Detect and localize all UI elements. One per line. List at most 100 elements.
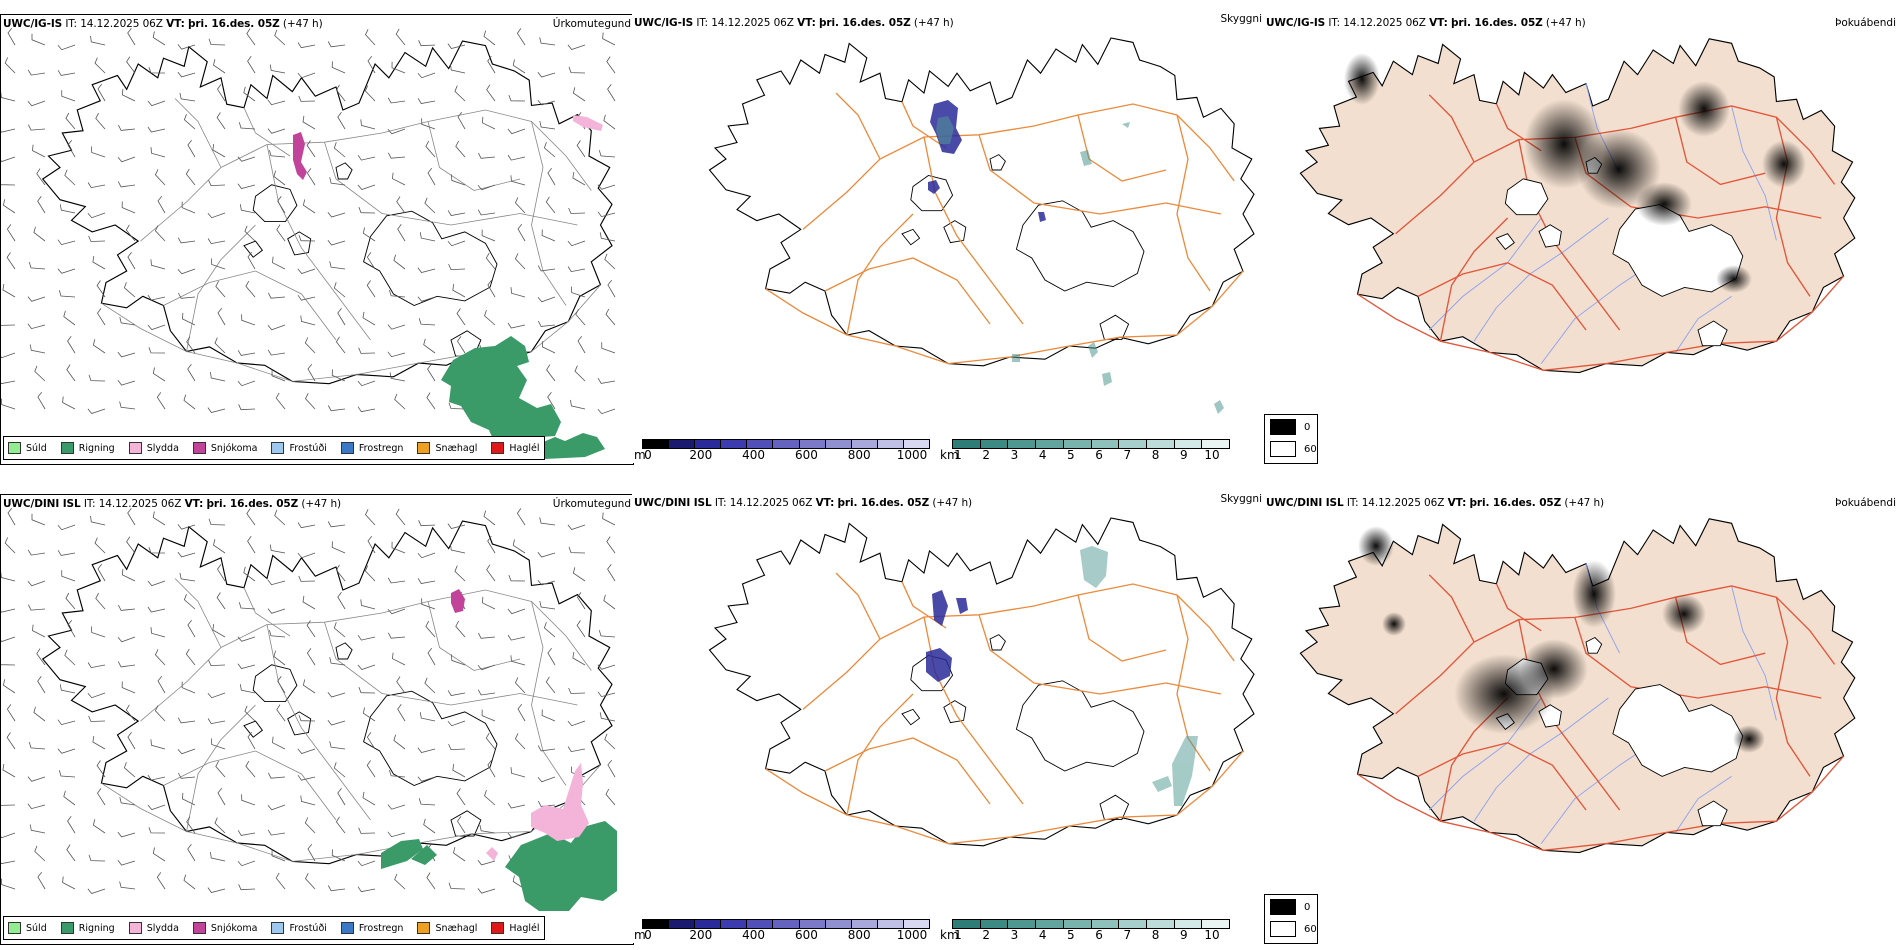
- colorbar-tick-label: 8: [1151, 928, 1160, 942]
- colorbar-tick-label: 7: [1123, 928, 1132, 942]
- legend-label: Slydda: [146, 922, 179, 934]
- panel-variable-tag: Skyggni: [1220, 13, 1263, 25]
- colorbar-cell: [1202, 920, 1230, 928]
- colorbar-cell: [1036, 440, 1064, 448]
- snow-area: [293, 132, 307, 180]
- colorbar-cell: [695, 440, 722, 448]
- colorbar-tick-label: 5: [1067, 448, 1075, 462]
- colorbar-cell: [799, 920, 826, 928]
- iceland-outline: [41, 40, 613, 385]
- colorbar-cell: [1174, 920, 1203, 928]
- visibility-colorbar: km 1 2 3 4 5 6 7 8 9 10: [940, 439, 1230, 463]
- legend-swatch: [271, 922, 285, 934]
- fog-panel-row2: UWC/DINI ISL IT: 14.12.2025 06Z VT: þri.…: [1264, 494, 1900, 944]
- legend-item: Súld: [8, 442, 47, 454]
- legend-label: Frostúði: [289, 922, 327, 934]
- rain-area: [381, 821, 617, 911]
- panel-variable-tag: Skyggni: [1220, 493, 1263, 505]
- colorbar-cell: [1008, 440, 1037, 448]
- legend-swatch: [340, 922, 354, 934]
- colorbar-tick-label: 1000: [896, 448, 928, 462]
- legend-item: Frostúði: [271, 922, 327, 934]
- panel-variable-tag: Þokuábendi: [1835, 17, 1896, 29]
- legend-label: Slydda: [146, 442, 179, 454]
- fog-map: [1299, 38, 1856, 374]
- colorbar-cell: [825, 920, 852, 928]
- colorbar-cell: [669, 440, 696, 448]
- colorbar-tick-label: 400: [742, 928, 766, 942]
- fog-index-legend: 0 60: [1264, 414, 1318, 464]
- legend-item: Haglél: [491, 922, 540, 934]
- colorbar-tick-label: 0: [644, 928, 652, 942]
- colorbar-tick-label: 600: [794, 928, 818, 942]
- visibility-map: [708, 37, 1255, 414]
- fog-index-areas: [1358, 526, 1765, 753]
- visibility-panel-row1: UWC/IG-IS IT: 14.12.2025 06Z VT: þri. 16…: [632, 13, 1264, 463]
- panel-variable-tag: Úrkomutegund: [552, 18, 631, 30]
- colorbar-tick-label: 10: [1204, 448, 1220, 462]
- colorbar-tick-label: 10: [1204, 928, 1220, 942]
- colorbar-cell: [1174, 440, 1203, 448]
- colorbar-tick-label: 800: [847, 448, 871, 462]
- colorbar-tick-label: 3: [1010, 928, 1019, 942]
- wind-barbs: [1, 27, 616, 415]
- panel-variable-tag: Þokuábendi: [1835, 497, 1896, 509]
- fog-panel-row1: UWC/IG-IS IT: 14.12.2025 06Z VT: þri. 16…: [1264, 14, 1900, 464]
- legend-item: Haglél: [491, 442, 540, 454]
- legend-label: Frostregn: [358, 442, 404, 454]
- legend-label: Snjókoma: [210, 442, 258, 454]
- rain-area: [441, 336, 605, 459]
- wind-barbs: [1, 507, 616, 895]
- colorbar-tick-label: 8: [1151, 448, 1160, 462]
- road-network: [101, 98, 601, 382]
- legend-label: Súld: [26, 442, 47, 454]
- ceiling-unit: m: [634, 928, 646, 942]
- glacier-outlines: [901, 634, 1145, 820]
- legend-swatch: [8, 922, 21, 934]
- colorbar-cell: [1202, 440, 1230, 448]
- colorbar-cell: [877, 440, 904, 448]
- precip-type-legend: Súld Rigning Slydda Snjókoma Frostúði Frostre…: [3, 916, 545, 940]
- colorbar-cell: [643, 440, 670, 448]
- legend-swatch: [340, 442, 354, 454]
- colorbar-cell: [1119, 920, 1147, 928]
- legend-swatch: [271, 442, 285, 454]
- legend-swatch: [8, 442, 21, 454]
- colorbar-cell: [773, 440, 800, 448]
- legend-label: Rigning: [78, 442, 115, 454]
- panel-title: UWC/DINI ISL IT: 14.12.2025 06Z VT: þri.…: [1266, 497, 1605, 509]
- legend-swatch: [128, 442, 142, 454]
- glacier-outlines: [901, 154, 1145, 340]
- panel-title: UWC/DINI ISL IT: 14.12.2025 06Z VT: þri.…: [3, 498, 342, 510]
- colorbar-tick-label: 2: [982, 448, 991, 462]
- legend-label: Snæhagl: [435, 922, 478, 934]
- colorbar-tick-label: 9: [1179, 448, 1188, 462]
- colorbar-cell: [1063, 920, 1092, 928]
- colorbar-tick-label: 5: [1067, 928, 1075, 942]
- snow-area: [451, 589, 465, 613]
- colorbar-cell: [721, 920, 748, 928]
- colorbar-cell: [773, 920, 800, 928]
- colorbar-cell: [799, 440, 826, 448]
- legend-label: Rigning: [78, 922, 115, 934]
- colorbar-tick-label: 4: [1038, 928, 1047, 942]
- colorbar-cell: [851, 440, 878, 448]
- colorbar-tick-label: 600: [794, 448, 818, 462]
- legend-label: Snjókoma: [210, 922, 258, 934]
- legend-label: Haglél: [509, 922, 540, 934]
- legend-item: Snæhagl: [417, 922, 477, 934]
- colorbar-tick-label: 0: [644, 448, 652, 462]
- legend-swatch: [192, 442, 206, 454]
- legend-swatch: [60, 442, 74, 454]
- colorbar-cell: [877, 920, 904, 928]
- legend-swatch: [192, 922, 206, 934]
- colorbar-tick-label: 1: [954, 448, 962, 462]
- colorbar-cell: [1146, 920, 1175, 928]
- colorbar-cell: [721, 440, 748, 448]
- colorbar-cell: [980, 920, 1009, 928]
- panel-title: UWC/IG-IS IT: 14.12.2025 06Z VT: þri. 16…: [1266, 17, 1586, 29]
- precip-map: [1, 507, 617, 911]
- road-network: [765, 92, 1244, 365]
- colorbar-cell: [669, 920, 696, 928]
- fog-index-areas: [1344, 53, 1806, 293]
